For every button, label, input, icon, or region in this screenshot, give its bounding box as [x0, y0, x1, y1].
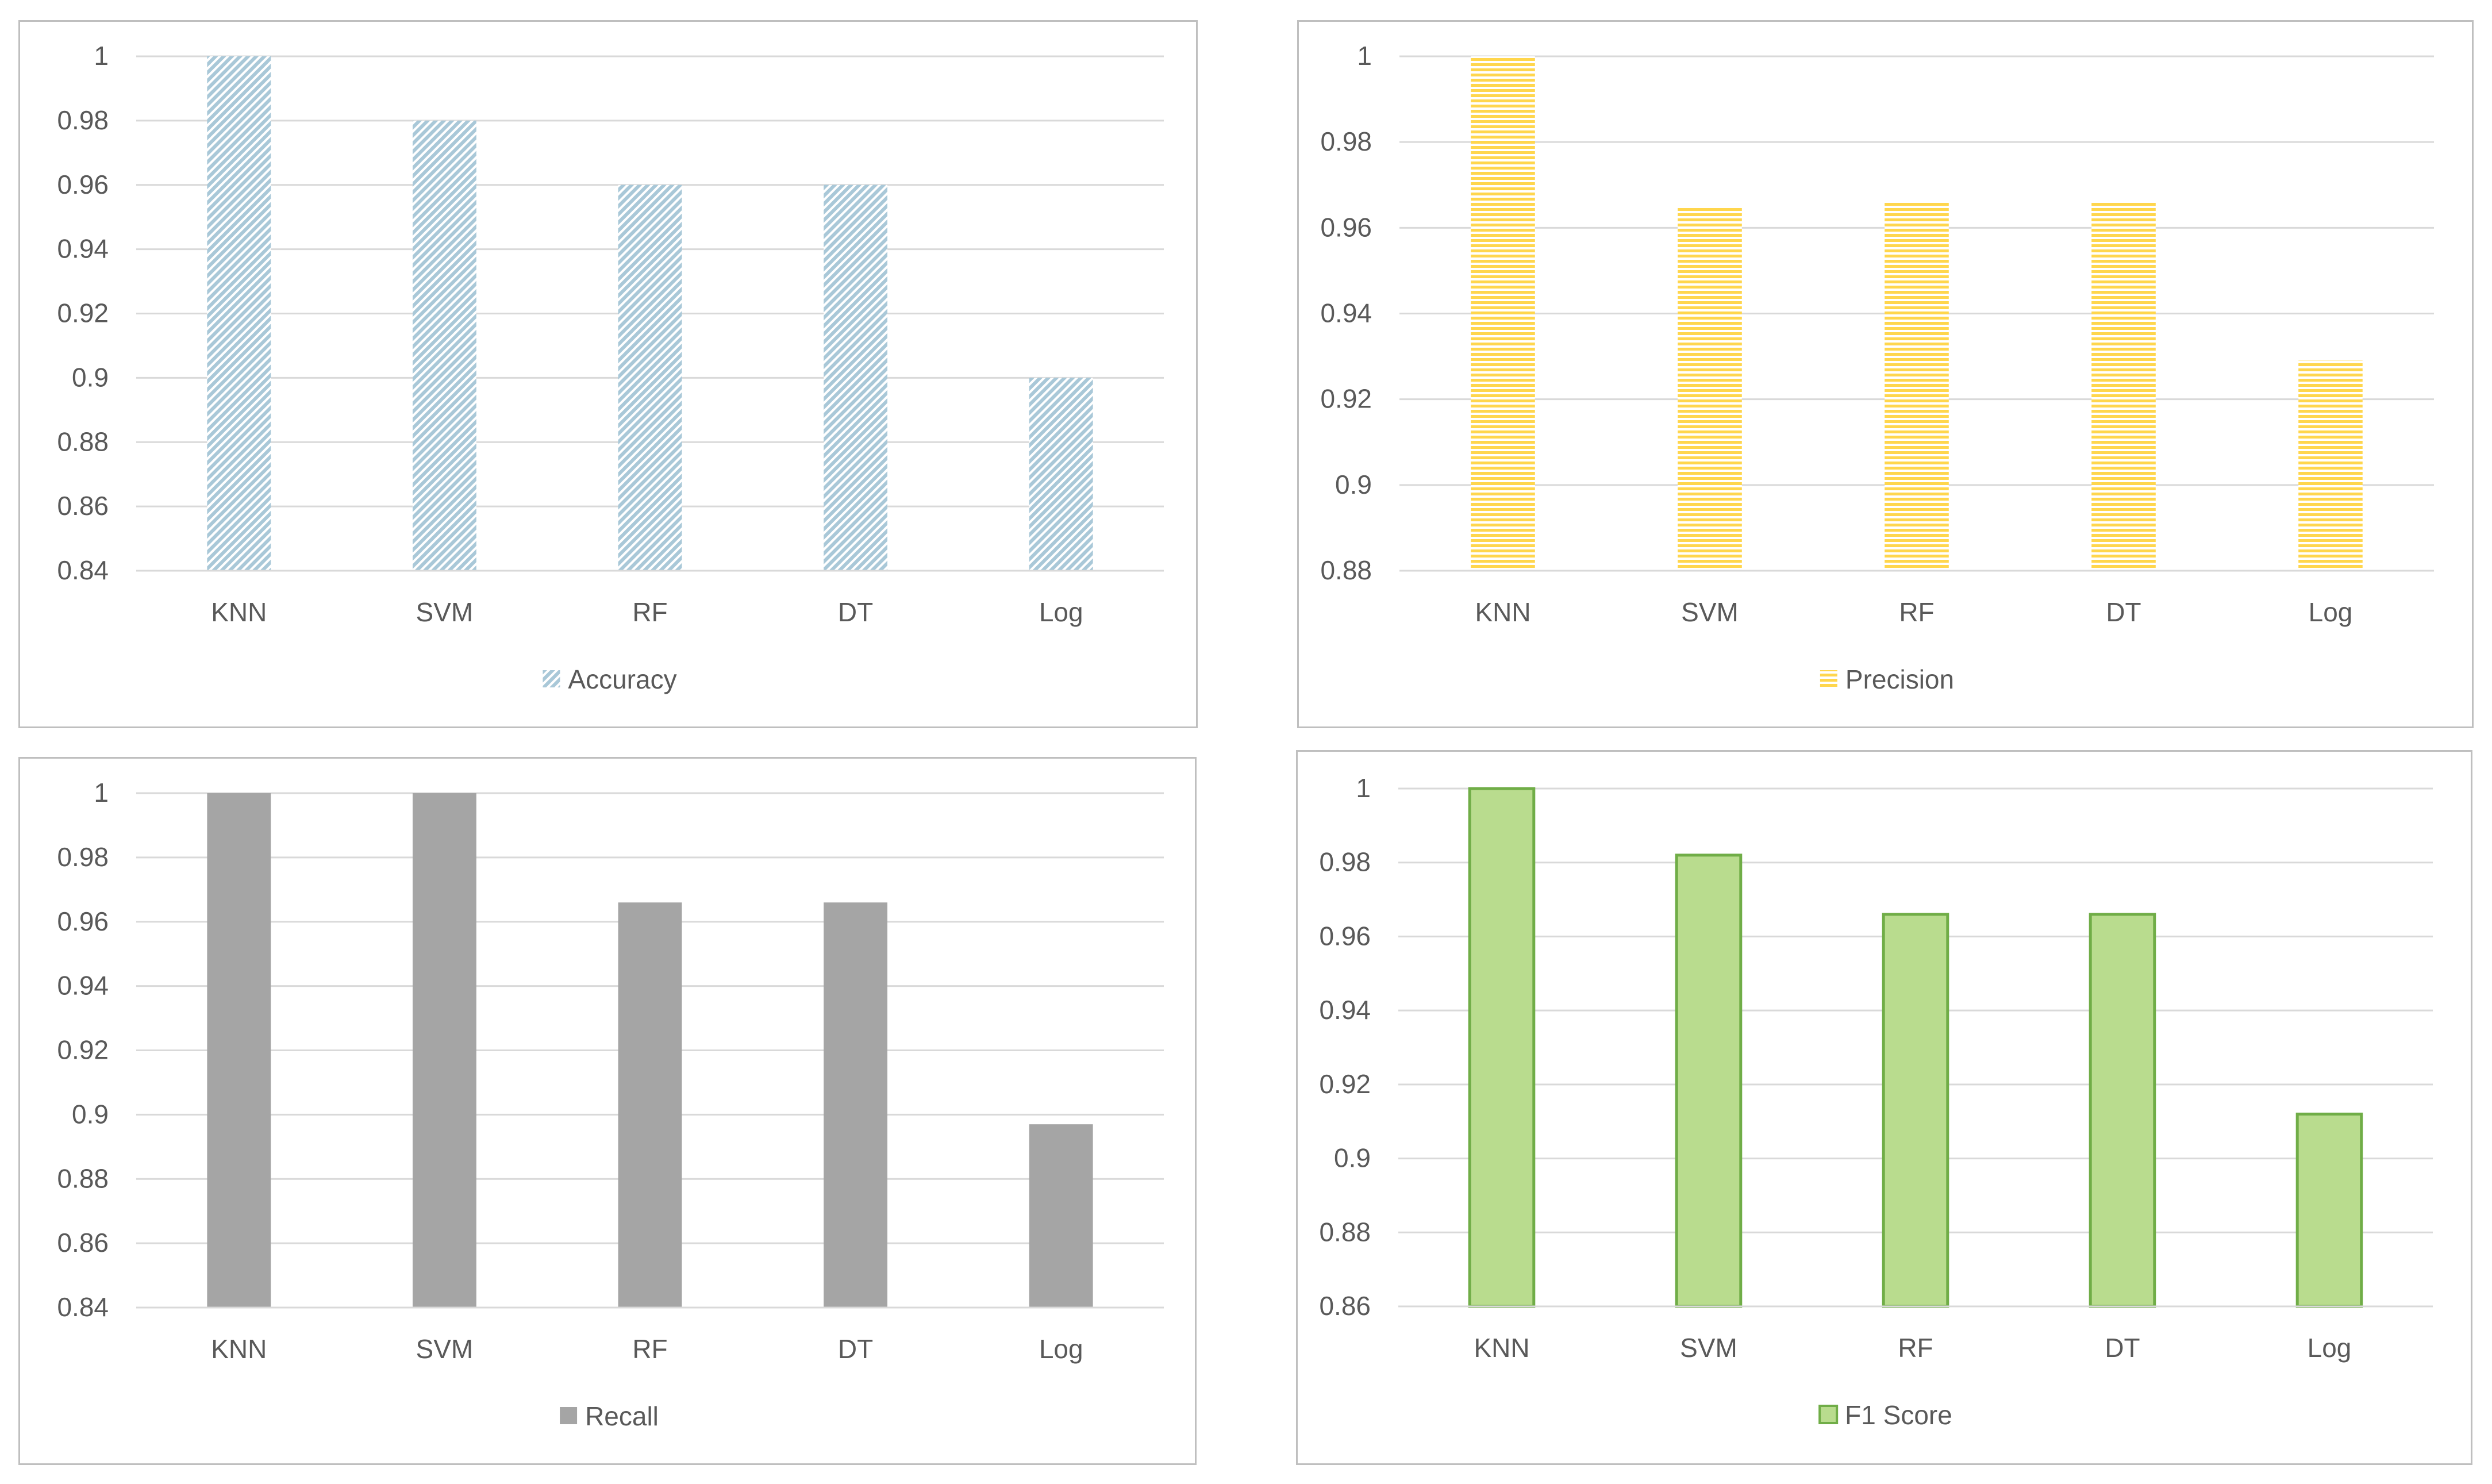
x-tick-label: DT	[838, 1334, 873, 1364]
bar-dt	[2091, 202, 2156, 571]
bar-rf	[618, 184, 682, 571]
y-tick-label: 0.9	[72, 1099, 109, 1129]
x-tick-label: SVM	[416, 597, 474, 627]
bar-svm	[1675, 854, 1743, 1308]
bar-svm	[412, 120, 476, 571]
y-tick-label: 0.94	[1320, 298, 1372, 328]
accuracy-chart: 0.84 0.86 0.88 0.9 0.92 0.94 0.96 0.98 1 KNN SVM RF…	[57, 41, 1164, 694]
x-tick-label: DT	[838, 597, 873, 627]
y-tick-label: 1	[94, 778, 109, 808]
x-tick-label: Log	[1039, 597, 1083, 627]
recall-chart: 0.84 0.86 0.88 0.9 0.92 0.94 0.96 0.98 1 KNN SVM RF…	[57, 778, 1164, 1431]
bar-log	[1029, 378, 1093, 571]
x-tick-label: Log	[1039, 1334, 1083, 1364]
bar-knn	[207, 793, 271, 1308]
y-tick-label: 0.98	[1320, 126, 1372, 156]
y-tick-label: 0.92	[57, 298, 109, 328]
bar-rf	[1882, 913, 1949, 1308]
bar-log	[2295, 1112, 2363, 1308]
x-tick-label: Log	[2308, 1333, 2352, 1363]
legend-label: F1 Score	[1845, 1400, 1952, 1430]
x-tick-label: RF	[1899, 597, 1934, 627]
y-tick-label: 0.98	[57, 105, 109, 135]
y-tick-label: 0.86	[57, 1228, 109, 1258]
y-tick-label: 0.92	[1320, 384, 1372, 414]
y-tick-label: 0.9	[72, 362, 109, 392]
bar-dt	[824, 902, 888, 1308]
x-tick-label: RF	[1898, 1333, 1933, 1363]
legend-swatch	[1820, 670, 1837, 687]
legend-swatch	[543, 670, 560, 687]
recall-chart-panel: 0.84 0.86 0.88 0.9 0.92 0.94 0.96 0.98 1 KNN SVM RF…	[18, 757, 1197, 1465]
x-tick-label: KNN	[211, 597, 267, 627]
legend-label: Precision	[1845, 664, 1954, 694]
bar-log	[1029, 1124, 1093, 1308]
y-tick-label: 0.96	[57, 170, 109, 199]
bar-rf	[1885, 202, 1949, 571]
bar-knn	[1468, 787, 1536, 1308]
bar-log	[2298, 360, 2363, 571]
x-tick-label: RF	[632, 1334, 667, 1364]
y-tick-label: 0.86	[1319, 1291, 1371, 1321]
x-tick-label: KNN	[1474, 1333, 1529, 1363]
y-tick-label: 0.84	[57, 555, 109, 585]
y-tick-label: 0.98	[1319, 847, 1371, 877]
x-tick-label: KNN	[211, 1334, 267, 1364]
bar-knn	[1471, 56, 1535, 571]
y-tick-label: 0.96	[57, 906, 109, 936]
legend-swatch	[560, 1407, 578, 1424]
y-tick-label: 0.88	[57, 426, 109, 456]
y-tick-label: 0.86	[57, 491, 109, 521]
y-tick-label: 1	[94, 41, 109, 71]
y-tick-label: 0.84	[57, 1292, 109, 1322]
bar-dt	[824, 184, 888, 571]
y-tick-label: 0.96	[1319, 921, 1371, 951]
y-tick-label: 0.9	[1335, 470, 1372, 499]
legend-swatch	[1818, 1405, 1839, 1424]
x-tick-label: RF	[632, 597, 667, 627]
bar-knn	[207, 56, 271, 571]
y-tick-label: 0.92	[57, 1035, 109, 1065]
x-tick-label: DT	[2105, 1333, 2140, 1363]
y-tick-label: 1	[1356, 773, 1371, 803]
y-tick-label: 1	[1357, 41, 1372, 71]
x-tick-label: KNN	[1475, 597, 1530, 627]
legend-label: Recall	[585, 1401, 659, 1431]
y-tick-label: 0.96	[1320, 212, 1372, 242]
y-tick-label: 0.9	[1334, 1143, 1371, 1173]
y-tick-label: 0.88	[1319, 1217, 1371, 1247]
y-tick-label: 0.94	[1319, 995, 1371, 1025]
precision-chart-panel: 0.88 0.9 0.92 0.94 0.96 0.98 1 KNN SVM RF DT Log Pre…	[1297, 20, 2474, 728]
x-tick-label: SVM	[1681, 597, 1739, 627]
x-tick-label: DT	[2106, 597, 2141, 627]
bar-rf	[618, 902, 682, 1308]
bar-svm	[412, 793, 476, 1308]
y-tick-label: 0.94	[57, 234, 109, 264]
y-tick-label: 0.98	[57, 842, 109, 872]
legend-label: Accuracy	[568, 664, 676, 694]
bar-dt	[2089, 913, 2156, 1308]
accuracy-chart-panel: 0.84 0.86 0.88 0.9 0.92 0.94 0.96 0.98 1 KNN SVM RF…	[18, 20, 1198, 728]
x-tick-label: SVM	[1680, 1333, 1737, 1363]
y-tick-label: 0.88	[57, 1163, 109, 1193]
precision-chart: 0.88 0.9 0.92 0.94 0.96 0.98 1 KNN SVM RF DT Log Pre…	[1320, 41, 2434, 694]
x-tick-label: Log	[2309, 597, 2353, 627]
bar-svm	[1678, 206, 1742, 571]
y-tick-label: 0.92	[1319, 1069, 1371, 1099]
y-tick-label: 0.94	[57, 971, 109, 1001]
x-tick-label: SVM	[416, 1334, 474, 1364]
y-tick-label: 0.88	[1320, 555, 1372, 585]
f1-score-chart-panel: 0.86 0.88 0.9 0.92 0.94 0.96 0.98 1 KNN SVM RF DT Lo…	[1296, 750, 2472, 1465]
f1-score-chart: 0.86 0.88 0.9 0.92 0.94 0.96 0.98 1 KNN SVM RF DT Lo…	[1319, 773, 2433, 1430]
